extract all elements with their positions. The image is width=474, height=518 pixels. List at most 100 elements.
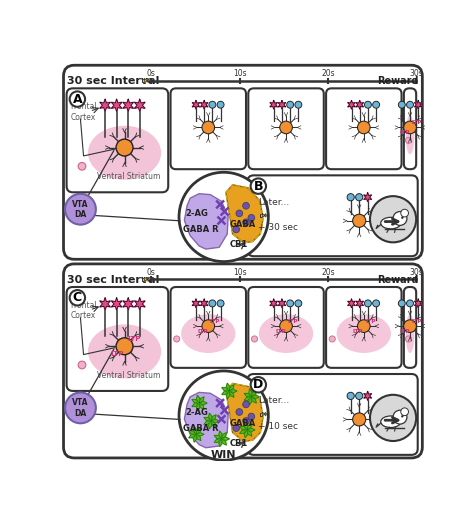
Polygon shape bbox=[364, 391, 372, 400]
Circle shape bbox=[70, 290, 85, 306]
Ellipse shape bbox=[381, 416, 401, 427]
Polygon shape bbox=[197, 395, 200, 403]
Text: LTP: LTP bbox=[399, 130, 410, 135]
Polygon shape bbox=[201, 100, 208, 109]
Polygon shape bbox=[100, 99, 110, 111]
Text: Later...: Later... bbox=[258, 396, 290, 406]
Circle shape bbox=[236, 409, 243, 415]
FancyBboxPatch shape bbox=[247, 374, 418, 455]
Text: D: D bbox=[253, 378, 264, 391]
Text: Ventral Striatum: Ventral Striatum bbox=[97, 172, 160, 181]
Text: Frontal
Cortex: Frontal Cortex bbox=[70, 301, 97, 320]
Circle shape bbox=[236, 210, 243, 217]
Circle shape bbox=[280, 121, 292, 134]
Polygon shape bbox=[135, 99, 145, 111]
Circle shape bbox=[357, 121, 370, 134]
FancyBboxPatch shape bbox=[171, 287, 246, 368]
Polygon shape bbox=[249, 397, 252, 405]
FancyBboxPatch shape bbox=[248, 89, 324, 169]
Circle shape bbox=[116, 139, 133, 156]
Text: WIN: WIN bbox=[211, 450, 237, 460]
Circle shape bbox=[116, 338, 133, 355]
Circle shape bbox=[393, 211, 407, 225]
Circle shape bbox=[217, 101, 224, 108]
Circle shape bbox=[280, 320, 292, 333]
Polygon shape bbox=[229, 391, 234, 397]
Polygon shape bbox=[100, 298, 110, 310]
Circle shape bbox=[365, 101, 372, 108]
Text: GABA: GABA bbox=[229, 419, 255, 428]
Circle shape bbox=[398, 101, 405, 108]
Polygon shape bbox=[199, 403, 204, 409]
Text: 10s: 10s bbox=[233, 69, 246, 78]
Circle shape bbox=[347, 194, 354, 201]
Text: 2-AG: 2-AG bbox=[185, 408, 208, 416]
Circle shape bbox=[70, 91, 85, 107]
Circle shape bbox=[209, 300, 216, 307]
Polygon shape bbox=[278, 299, 286, 308]
Circle shape bbox=[356, 392, 363, 399]
Polygon shape bbox=[145, 79, 147, 82]
Circle shape bbox=[329, 336, 335, 342]
Circle shape bbox=[401, 415, 403, 418]
Text: Later...: Later... bbox=[258, 198, 290, 207]
Circle shape bbox=[373, 101, 380, 108]
Circle shape bbox=[233, 226, 239, 233]
Polygon shape bbox=[247, 424, 252, 430]
Circle shape bbox=[404, 121, 416, 134]
Polygon shape bbox=[193, 426, 197, 435]
Polygon shape bbox=[192, 299, 200, 308]
Text: 30s: 30s bbox=[410, 69, 423, 78]
Ellipse shape bbox=[88, 324, 161, 379]
Text: C: C bbox=[73, 291, 82, 304]
Polygon shape bbox=[214, 435, 221, 439]
Bar bbox=[142, 79, 145, 82]
Text: VTA
DA: VTA DA bbox=[72, 398, 89, 418]
Circle shape bbox=[353, 413, 366, 426]
Polygon shape bbox=[247, 430, 252, 436]
Text: GABA: GABA bbox=[229, 221, 255, 229]
FancyBboxPatch shape bbox=[171, 89, 246, 169]
Text: GABA R: GABA R bbox=[182, 225, 218, 234]
Text: LTP: LTP bbox=[399, 328, 410, 334]
Circle shape bbox=[373, 300, 380, 307]
Text: 20s: 20s bbox=[321, 69, 335, 78]
Circle shape bbox=[251, 336, 257, 342]
Ellipse shape bbox=[88, 126, 161, 180]
Circle shape bbox=[405, 137, 411, 143]
Polygon shape bbox=[219, 439, 222, 447]
Polygon shape bbox=[196, 435, 201, 441]
Polygon shape bbox=[111, 99, 122, 111]
FancyBboxPatch shape bbox=[64, 65, 422, 260]
Circle shape bbox=[243, 418, 249, 424]
Text: B: B bbox=[254, 180, 263, 193]
Text: 30 sec Interval: 30 sec Interval bbox=[66, 275, 159, 285]
Bar bbox=[260, 214, 263, 217]
FancyBboxPatch shape bbox=[404, 89, 416, 169]
Circle shape bbox=[407, 300, 413, 307]
Ellipse shape bbox=[381, 218, 401, 229]
Polygon shape bbox=[189, 435, 196, 438]
Polygon shape bbox=[184, 194, 228, 249]
Circle shape bbox=[347, 392, 354, 399]
Polygon shape bbox=[347, 299, 356, 308]
Polygon shape bbox=[145, 278, 147, 281]
FancyBboxPatch shape bbox=[247, 176, 418, 256]
Circle shape bbox=[233, 425, 239, 431]
Text: Reward: Reward bbox=[377, 275, 419, 285]
Circle shape bbox=[65, 393, 96, 423]
Text: CB1: CB1 bbox=[230, 240, 248, 249]
Circle shape bbox=[179, 371, 268, 461]
Text: + 30 sec: + 30 sec bbox=[258, 223, 298, 232]
Circle shape bbox=[251, 178, 266, 194]
Text: GABA R: GABA R bbox=[182, 424, 218, 433]
Polygon shape bbox=[196, 428, 201, 435]
Text: Frontal
Cortex: Frontal Cortex bbox=[70, 102, 97, 122]
Polygon shape bbox=[263, 412, 265, 415]
Polygon shape bbox=[222, 391, 229, 395]
FancyBboxPatch shape bbox=[404, 287, 416, 368]
Polygon shape bbox=[356, 299, 364, 308]
Polygon shape bbox=[222, 387, 229, 391]
Polygon shape bbox=[199, 401, 207, 405]
Circle shape bbox=[65, 194, 96, 225]
